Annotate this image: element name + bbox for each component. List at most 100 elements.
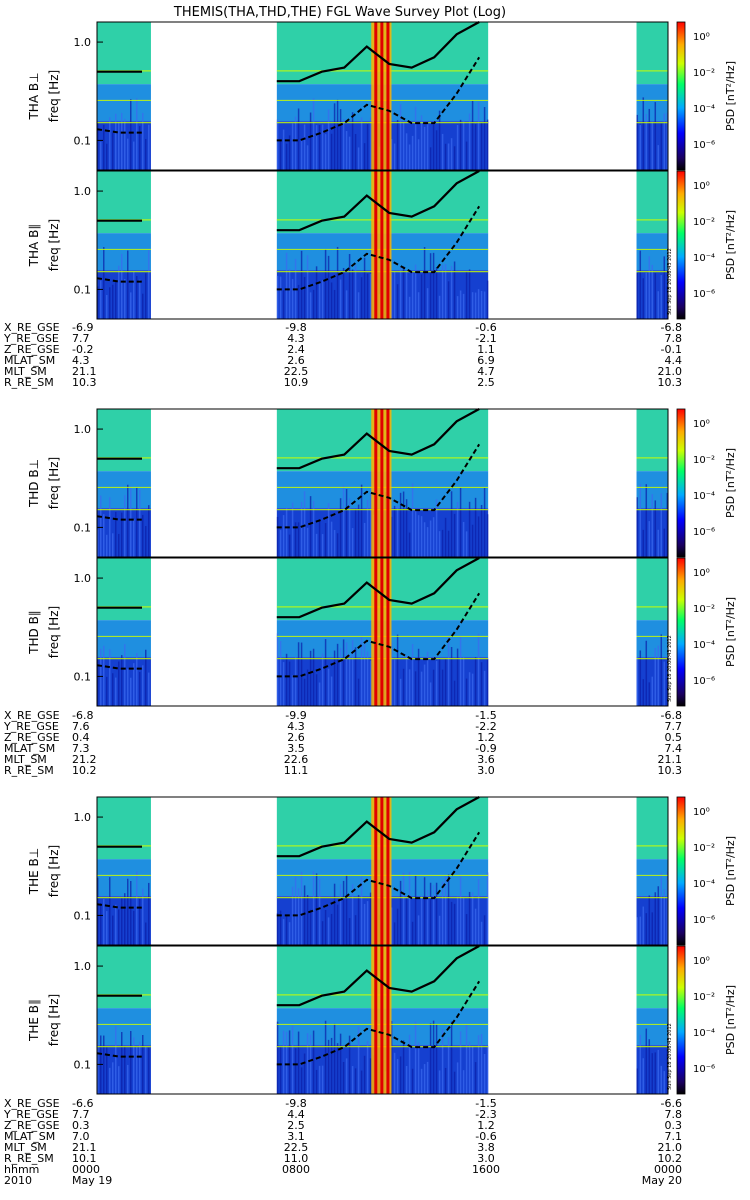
orbit-row-label: MLAT_SM [4,742,55,755]
orbit-row-label: R_RE_SM [4,376,54,389]
spectrogram-texture [447,143,450,170]
spectrogram-mid-band [97,84,151,122]
spectrogram-texture [441,669,444,706]
spectrogram-texture [444,659,447,706]
spectrogram-texture [109,649,111,706]
spectrogram-texture [118,1066,120,1094]
spectrogram-texture [468,501,471,557]
spectrogram-texture [309,909,312,945]
spectrogram-texture [426,890,429,945]
colorbar-tick-label: 10⁻⁴ [693,253,715,264]
y-tick-label: 0.1 [74,134,92,147]
spectrogram-texture [312,289,315,319]
upper-frequency-curve [276,557,480,619]
spectrogram-texture [426,288,429,319]
colorbar [676,408,686,558]
spectrogram-texture [363,1055,366,1094]
orbit-row-value: 2.6 [287,731,305,744]
spectrogram-mid-band [97,233,151,271]
spectrogram-texture [291,502,294,557]
y-axis-label: freq [Hz] [47,845,61,897]
spectrogram-texture [100,141,102,170]
spectrogram-texture [456,648,459,706]
spectrogram-texture [115,280,117,319]
spectrogram-texture [639,1034,642,1094]
spectrogram-texture [318,1065,321,1094]
spectrogram-texture [477,879,480,945]
orbit-row-value: 7.1 [665,1130,683,1143]
high-power-stripe [386,797,390,945]
orbit-row-value: 4.4 [665,354,683,367]
spectrogram-texture [405,133,408,170]
spectrogram-texture [321,280,324,319]
spectrogram-texture [309,112,312,170]
spectrogram-texture [282,662,285,706]
spectrogram-texture [648,1039,651,1094]
spectrogram-texture [636,917,639,945]
orbit-row-value: 10.3 [658,764,683,777]
spectrogram-texture [348,254,351,319]
spectrogram-texture [474,497,477,557]
spectrogram-texture [148,882,150,945]
spectrogram-texture [109,117,111,170]
spectrogram-texture [294,1048,297,1094]
spectrogram-texture [133,1037,135,1094]
spectrogram-texture [357,894,360,945]
spectrogram-texture [279,910,282,945]
high-power-stripe [380,797,384,945]
spectrogram-texture [276,913,279,945]
spectrogram-texture [351,640,354,706]
spectrogram-texture [330,282,333,319]
spectrogram-texture [396,284,399,319]
spectrogram-texture [444,1067,447,1094]
spectrogram-texture [106,294,108,319]
spectrogram-texture [423,522,426,557]
spectrogram-texture [312,1030,315,1094]
spectrogram-texture [366,273,369,319]
upper-frequency-curve [276,796,480,858]
spectrogram-texture [411,273,414,319]
spectrogram-texture [309,292,312,319]
colorbar-tick-label: 10⁻⁴ [693,104,715,115]
spectrogram-high-band [636,22,668,85]
high-power-stripe [380,409,384,557]
spectrogram-texture [327,503,330,557]
orbit-row-value: -6.8 [661,709,682,722]
spectrogram-texture [651,676,654,706]
orbit-row-label: Z_RE_GSE [4,731,60,744]
spectrogram-low-band [97,1045,151,1094]
spectrogram-texture [148,250,150,319]
colorbar-tick-label: 10⁻² [693,455,715,466]
spectrogram-texture [426,123,429,170]
spectrogram-texture [660,493,663,557]
orbit-row-value: 4.7 [477,365,495,378]
spectrogram-texture [318,519,321,557]
spectrogram-texture [435,660,438,706]
orbit-row-value: 11.1 [284,764,309,777]
colorbar-tick-label: 10⁻² [693,843,715,854]
spectrogram-texture [312,871,315,945]
spectrogram-texture [456,896,459,945]
spectrogram-texture [363,143,366,170]
spectrogram-texture [462,1070,465,1094]
spectrogram-texture [420,115,423,170]
spectrogram-texture [480,504,483,557]
spectrogram-texture [444,875,447,945]
spectrogram-texture [660,275,663,319]
spectrogram-texture [276,1021,279,1094]
spectrogram-texture [456,502,459,557]
spectrogram-texture [639,916,642,945]
spectrogram-texture [291,278,294,319]
spectrogram-texture [453,513,456,557]
high-power-stripe [386,558,390,706]
orbit-row-value: -2.1 [475,332,496,345]
orbit-row-value: 7.8 [665,332,683,345]
spectrogram-texture [348,654,351,706]
spectrogram-texture [106,911,108,945]
spectrogram-texture [354,508,357,557]
spectrogram-texture [654,648,657,706]
spectrogram-texture [447,636,450,706]
spectrogram-texture [351,269,354,319]
spectrogram-texture [426,651,429,706]
spectrogram-texture [432,517,435,557]
